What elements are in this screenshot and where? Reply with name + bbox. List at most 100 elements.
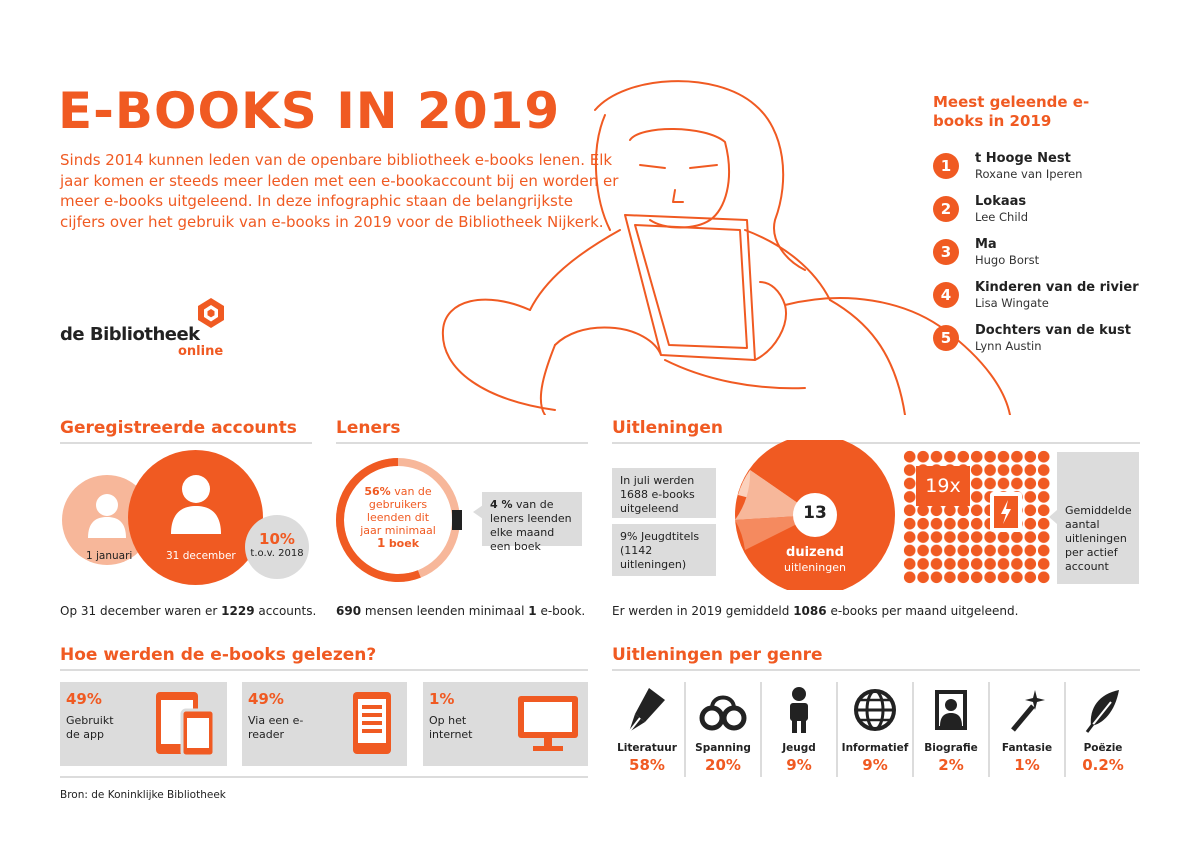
rank-badge: 3 <box>933 239 959 265</box>
genre-pct: 58% <box>629 756 665 774</box>
pie-center-big: duizend <box>786 545 844 560</box>
growth-pct: 10% <box>259 530 295 548</box>
ring-num: 1 <box>376 536 386 550</box>
reading-card-internet: 1% Op het internet <box>423 682 588 766</box>
leners-title: Leners <box>336 418 401 438</box>
growth-sub: t.o.v. 2018 <box>250 548 304 559</box>
ring-pct: 56% <box>364 485 391 498</box>
times-label: 19x <box>916 466 970 506</box>
top5-item: 1 t Hooge Nest Roxane van Iperen <box>933 150 1139 193</box>
person-icon <box>171 475 221 534</box>
caption-number: 1 <box>528 604 537 618</box>
reading-card-app: 49% Gebruikt de app <box>60 682 227 766</box>
reading-bottom-divider <box>60 776 588 778</box>
ebook-icon <box>990 492 1022 532</box>
monitor-icon <box>518 696 578 751</box>
reading-pct: 49% <box>248 690 284 708</box>
top5-title: Meest geleende e-books in 2019 <box>933 93 1090 130</box>
uitleningen-pie <box>735 440 895 590</box>
logo-name: de Bibliotheek <box>60 324 200 345</box>
rank-badge: 2 <box>933 196 959 222</box>
book-title: Ma <box>975 237 997 252</box>
rank-badge: 5 <box>933 325 959 351</box>
genre-separator <box>836 682 838 777</box>
globe-icon <box>854 689 896 731</box>
genre-label: Literatuur <box>617 742 677 754</box>
tablet-phone-icon <box>156 692 216 758</box>
genre-label: Biografie <box>924 742 978 754</box>
genre-pct: 0.2% <box>1082 756 1124 774</box>
genre-jeugd: Jeugd 9% <box>764 686 834 774</box>
genre-title: Uitleningen per genre <box>612 645 823 665</box>
pie-center-num: 13 <box>803 503 827 523</box>
genre-label: Poëzie <box>1083 742 1123 754</box>
genre-pct: 2% <box>938 756 964 774</box>
top5-item: 3 Ma Hugo Borst <box>933 236 1139 279</box>
accounts-divider <box>60 442 312 444</box>
top5-item: 4 Kinderen van de rivier Lisa Wingate <box>933 279 1139 322</box>
caption-text: e-books per maand uitgeleend. <box>830 604 1019 618</box>
genre-separator <box>988 682 990 777</box>
genre-separator <box>760 682 762 777</box>
top5-list: 1 t Hooge Nest Roxane van Iperen 2 Lokaas Le… <box>933 150 1139 365</box>
box-pct: 4 % <box>490 498 513 511</box>
genre-literatuur: Literatuur 58% <box>612 686 682 774</box>
book-author: Lynn Austin <box>975 339 1042 353</box>
book-author: Lisa Wingate <box>975 296 1049 310</box>
genre-pct: 9% <box>862 756 888 774</box>
genre-fantasie: Fantasie 1% <box>992 686 1062 774</box>
genre-label: Fantasie <box>1001 742 1053 754</box>
caption-number: 690 <box>336 604 362 618</box>
accounts-title: Geregistreerde accounts <box>60 418 297 438</box>
accounts-caption: Op 31 december waren er 1229 accounts. <box>60 604 316 618</box>
juli-box: In juli werden 1688 e-books uitgeleend <box>612 468 716 518</box>
reading-label: Gebruikt de app <box>66 714 114 741</box>
dec-label: 31 december <box>166 550 236 562</box>
leners-ring-arc <box>336 458 421 582</box>
genre-separator <box>912 682 914 777</box>
uitleningen-caption: Er werden in 2019 gemiddeld 1086 e-books… <box>612 604 1018 618</box>
page-title: E-BOOKS IN 2019 <box>58 82 561 140</box>
uitleningen-divider <box>612 442 1140 444</box>
growth-circle: 10% t.o.v. 2018 <box>245 515 309 579</box>
caption-text: e-book. <box>540 604 586 618</box>
avg-box: Gemiddelde aantal uitleningen per actief… <box>1057 452 1139 584</box>
leners-divider <box>336 442 588 444</box>
reading-title: Hoe werden de e-books gelezen? <box>60 645 377 665</box>
rank-badge: 4 <box>933 282 959 308</box>
source-text: Bron: de Koninklijke Bibliotheek <box>60 789 226 801</box>
book-author: Hugo Borst <box>975 253 1040 267</box>
genre-spanning: Spanning 20% <box>688 686 758 774</box>
handcuffs-icon <box>699 695 747 731</box>
reading-divider <box>60 669 588 671</box>
top5-item: 2 Lokaas Lee Child <box>933 193 1139 236</box>
rank-badge: 1 <box>933 153 959 179</box>
genre-poezie: Poëzie 0.2% <box>1068 686 1138 774</box>
book-title: Dochters van de kust <box>975 323 1131 338</box>
woman-reading-illustration <box>441 80 1011 415</box>
caption-text: mensen leenden minimaal <box>364 604 525 618</box>
caption-text: Op 31 december waren er <box>60 604 218 618</box>
caption-text: accounts. <box>258 604 317 618</box>
genre-informatief: Informatief 9% <box>840 686 910 774</box>
genre-label: Informatief <box>841 742 909 754</box>
box-text: van de leners leenden elke maand een boe… <box>490 498 572 553</box>
bibliotheek-logo-icon <box>198 298 224 328</box>
genre-pct: 9% <box>786 756 812 774</box>
caption-number: 1229 <box>221 604 255 618</box>
genre-divider <box>612 669 1140 671</box>
child-icon <box>790 687 808 733</box>
genre-pct: 20% <box>705 756 741 774</box>
book-title: t Hooge Nest <box>975 151 1071 166</box>
leners-ring-marker <box>452 510 462 530</box>
person-light-icon <box>88 494 126 538</box>
leners-ring-chart <box>336 458 462 582</box>
book-title: Lokaas <box>975 194 1027 209</box>
pointer-arrow-icon <box>473 505 483 519</box>
feather-icon <box>1085 690 1119 733</box>
ring-unit: boek <box>388 537 420 550</box>
pointer-arrow-icon <box>1049 510 1057 524</box>
fountain-pen-icon <box>628 688 665 733</box>
pie-center-sub: uitleningen <box>784 561 846 574</box>
jeugd-box: 9% Jeugdtitels (1142 uitleningen) <box>612 524 716 576</box>
